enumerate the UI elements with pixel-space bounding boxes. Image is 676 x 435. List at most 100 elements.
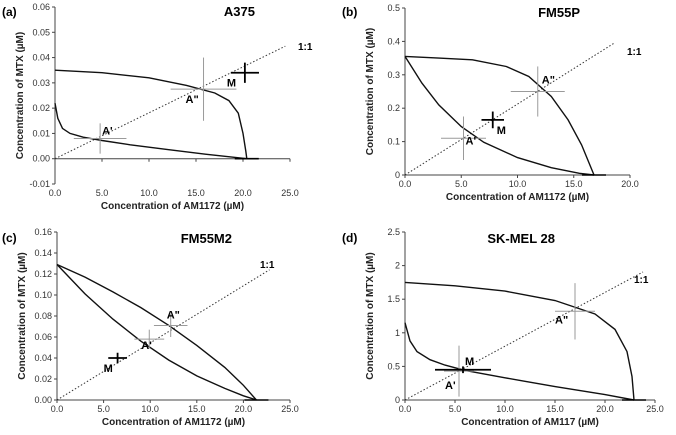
y-tick-label: 0.03 <box>32 78 50 88</box>
y-tick-label: 0.3 <box>387 70 400 80</box>
one-to-one-label: 1:1 <box>627 47 642 58</box>
y-tick-label: 0.14 <box>34 248 52 258</box>
x-tick-label: 20.0 <box>235 404 253 414</box>
y-tick-label: 2 <box>395 261 400 271</box>
x-tick-label: 0.0 <box>399 404 412 414</box>
y-tick-label: 0.05 <box>32 27 50 37</box>
x-tick-label: 20.0 <box>596 404 614 414</box>
x-axis-label: Concentration of AM1172 (µM) <box>446 192 589 203</box>
y-axis-label: Concentration of MTX (µM) <box>365 252 376 379</box>
panel-title: FM55P <box>538 5 580 20</box>
x-tick-label: 10.0 <box>140 188 158 198</box>
x-tick-label: 15.0 <box>188 404 206 414</box>
one-to-one-line <box>404 271 644 401</box>
point-label: A" <box>555 314 568 326</box>
upper-isobole-curve <box>56 263 257 401</box>
lower-isobole-curve <box>404 56 595 176</box>
y-tick-label: -0.01 <box>29 179 50 189</box>
y-tick-label: 0.01 <box>32 128 50 138</box>
panel-label: (b) <box>342 5 357 19</box>
point-label: A' <box>445 380 456 392</box>
y-tick-label: 0.5 <box>387 361 400 371</box>
y-tick-label: 0.00 <box>34 395 52 405</box>
point-label: M <box>497 125 506 137</box>
upper-isobole-curve <box>404 281 635 401</box>
y-tick-label: 0.06 <box>34 332 52 342</box>
y-tick-label: 0.04 <box>32 53 50 63</box>
x-tick-label: 25.0 <box>646 404 664 414</box>
y-axis-label: Concentration of MTX (µM) <box>15 32 26 159</box>
x-tick-label: 10.0 <box>509 179 527 189</box>
panel-title: A375 <box>224 4 255 19</box>
x-axis-label: Concentration of AM1172 (µM) <box>102 417 245 428</box>
lower-isobole-curve <box>56 264 257 401</box>
one-to-one-line <box>54 45 286 160</box>
panel-d: 0 0.5 1 1.5 2 2.5 0.0 5.0 10.0 15.0 20.0 25.0 Concen… <box>342 227 664 428</box>
y-tick-label: 0.04 <box>34 353 52 363</box>
y-axis-label: Concentration of MTX (µM) <box>365 28 376 155</box>
y-tick-label: 0.00 <box>32 154 50 164</box>
x-tick-label: 5.0 <box>449 404 462 414</box>
y-tick-label: 0.5 <box>387 3 400 13</box>
panel-title: FM55M2 <box>181 231 232 246</box>
x-tick-label: 5.0 <box>96 188 109 198</box>
y-tick-label: 2.5 <box>387 227 400 237</box>
y-tick-label: 0.2 <box>387 103 400 113</box>
y-tick-label: 0.08 <box>34 311 52 321</box>
x-axis-label: Concentration of AM117 (µM) <box>461 417 599 428</box>
lower-isobole-curve <box>54 102 247 160</box>
y-tick-label: 0.16 <box>34 227 52 237</box>
x-tick-label: 10.0 <box>141 404 159 414</box>
y-tick-label: 0.4 <box>387 36 400 46</box>
y-tick-label: 0.06 <box>32 2 50 12</box>
x-tick-label: 5.0 <box>97 404 110 414</box>
y-tick-label: 0.10 <box>34 290 52 300</box>
y-tick-label: 0 <box>395 395 400 405</box>
x-tick-label: 25.0 <box>281 188 299 198</box>
point-label: A" <box>186 94 199 106</box>
x-tick-label: 20.0 <box>234 188 252 198</box>
x-tick-label: 5.0 <box>455 179 468 189</box>
x-axis-label: Concentration of AM1172 (µM) <box>101 201 244 212</box>
panel-label: (a) <box>2 5 17 19</box>
point-label: A' <box>141 340 152 352</box>
x-tick-label: 15.0 <box>187 188 205 198</box>
x-tick-label: 10.0 <box>496 404 514 414</box>
upper-isobole-curve <box>54 69 248 159</box>
x-tick-label: 15.0 <box>565 179 583 189</box>
y-tick-label: 0.02 <box>34 374 52 384</box>
x-tick-label: 25.0 <box>281 404 299 414</box>
x-tick-label: 0.0 <box>51 404 64 414</box>
one-to-one-label: 1:1 <box>634 275 649 286</box>
panel-label: (c) <box>2 231 17 245</box>
one-to-one-label: 1:1 <box>260 260 275 271</box>
y-tick-label: 1.5 <box>387 294 400 304</box>
point-label: A' <box>102 125 113 137</box>
one-to-one-label: 1:1 <box>298 42 313 53</box>
point-label: M <box>227 78 236 90</box>
panel-c: 0.00 0.02 0.04 0.06 0.08 0.10 0.12 0.14 0.16 0.0 5… <box>2 227 299 428</box>
panel-b: 0 0.1 0.2 0.3 0.4 0.5 0.0 5.0 10.0 15.0 20.0 Concen… <box>342 3 642 203</box>
panel-title: SK-MEL 28 <box>487 231 555 246</box>
x-tick-label: 0.0 <box>49 188 62 198</box>
point-label: A" <box>542 75 555 87</box>
panel-label: (d) <box>342 231 357 245</box>
x-tick-label: 15.0 <box>546 404 564 414</box>
y-tick-label: 0.1 <box>387 137 400 147</box>
y-tick-label: 0.12 <box>34 269 52 279</box>
y-tick-label: 0 <box>395 170 400 180</box>
point-label: M <box>104 363 113 375</box>
point-label: A" <box>167 309 180 321</box>
point-label: M <box>465 356 474 368</box>
point-label: A' <box>466 135 477 147</box>
y-tick-label: 1 <box>395 328 400 338</box>
upper-isobole-curve <box>404 55 595 176</box>
one-to-one-line <box>56 269 270 401</box>
panel-a: -0.01 0.00 0.01 0.02 0.03 0.04 0.05 0.06 0.0 5.0 1… <box>2 2 313 212</box>
x-tick-label: 0.0 <box>399 179 412 189</box>
one-to-one-line <box>404 42 615 176</box>
x-tick-label: 20.0 <box>621 179 639 189</box>
y-tick-label: 0.02 <box>32 103 50 113</box>
y-axis-label: Concentration of MTX (µM) <box>17 252 28 379</box>
